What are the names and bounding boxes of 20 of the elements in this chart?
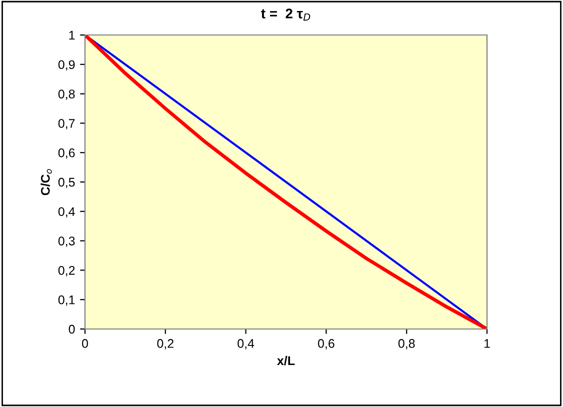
x-tick-label: 0,4 xyxy=(238,339,254,350)
y-tick-label: 0,6 xyxy=(58,148,75,159)
x-tick-label: 1 xyxy=(484,339,490,348)
y-tick-label: 0,8 xyxy=(58,90,75,100)
y-tick-label: 0 xyxy=(68,324,75,334)
y-tick-label: 0,5 xyxy=(58,178,75,188)
y-tick-label: 0,4 xyxy=(58,207,75,218)
y-axis-title: C/C$_{o}$ xyxy=(40,169,52,196)
y-tick-label: 0,9 xyxy=(58,60,75,71)
x-tick-label: 0,8 xyxy=(398,339,415,350)
y-tick-label: 0,2 xyxy=(58,266,75,276)
y-tick-label: 0,1 xyxy=(58,295,75,306)
x-tick-label: 0,6 xyxy=(318,339,334,350)
x-tick-label: 0 xyxy=(82,339,88,348)
x-axis-title: x/L xyxy=(277,356,295,366)
y-tick-label: 0,7 xyxy=(58,119,75,130)
y-tick-label: 0,3 xyxy=(58,236,75,247)
x-tick-label: 0,2 xyxy=(157,339,174,350)
y-tick-label: 1 xyxy=(69,30,75,40)
chart-title: t = 2 τ$_{D}$ xyxy=(261,8,310,21)
